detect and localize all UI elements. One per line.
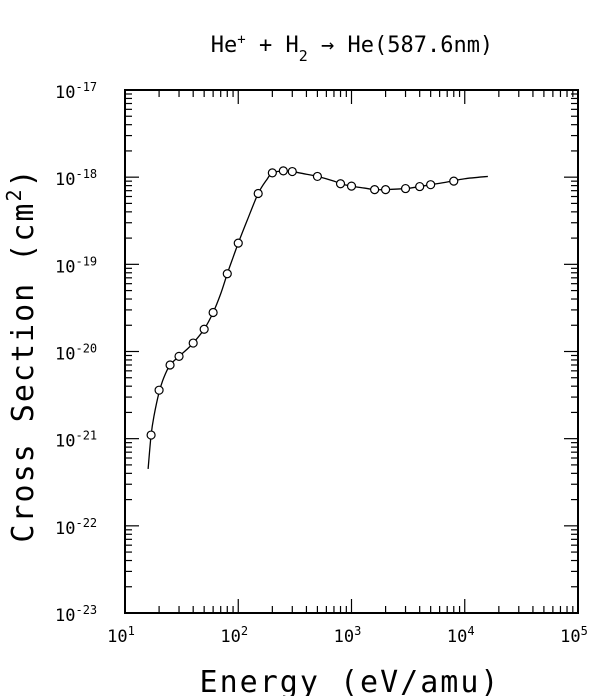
title-suffix: → He(587.6nm) — [308, 33, 493, 58]
data-point — [346, 181, 357, 191]
data-point — [415, 181, 425, 192]
data-point — [267, 168, 277, 178]
y-tick-label: 10-22 — [55, 516, 97, 539]
y-label-main: Cross Section (cm — [6, 202, 41, 543]
x-tick-labels: 101 102 103 104 105 — [107, 624, 588, 647]
data-point — [370, 185, 380, 195]
axis-ticks — [124, 90, 578, 614]
data-point — [312, 171, 323, 182]
title-middle: + H — [246, 33, 299, 58]
data-point — [233, 238, 243, 248]
x-axis-label: Energy (eV/amu) — [200, 665, 501, 696]
y-tick-label: 10-19 — [55, 254, 97, 277]
y-tick-label: 10-20 — [55, 342, 97, 365]
y-axis-label: Cross Section (cm2) — [2, 167, 41, 542]
data-point — [174, 351, 184, 361]
title-prefix: He — [211, 33, 238, 58]
data-point — [199, 324, 209, 334]
fit-curve — [147, 170, 488, 469]
data-point — [400, 183, 411, 194]
x-tick-label: 105 — [560, 624, 588, 647]
x-tick-label: 102 — [220, 624, 248, 647]
y-tick-labels: 10-23 10-22 10-21 10-20 10-19 10-18 10-17 — [55, 80, 97, 626]
x-tick-label: 104 — [447, 624, 475, 647]
data-point — [154, 385, 164, 395]
data-point — [287, 166, 297, 177]
y-tick-label: 10-17 — [55, 80, 97, 103]
data-point — [380, 185, 391, 195]
data-point — [449, 176, 459, 186]
y-tick-label: 10-18 — [55, 167, 97, 190]
data-point — [426, 180, 436, 190]
title-ion-charge: + — [237, 32, 245, 48]
data-point — [222, 269, 232, 279]
plot-frame — [124, 89, 579, 614]
data-point — [146, 430, 156, 440]
y-tick-label: 10-23 — [55, 603, 97, 626]
y-tick-label: 10-21 — [55, 429, 97, 452]
x-tick-label: 103 — [334, 624, 362, 647]
data-point — [165, 360, 175, 370]
x-tick-label: 101 — [107, 624, 135, 647]
y-label-exponent: 2 — [2, 187, 26, 201]
data-point — [188, 338, 198, 348]
data-point — [253, 188, 263, 199]
chart-title: He+ + H2 → He(587.6nm) — [211, 32, 493, 65]
y-label-end: ) — [6, 167, 41, 187]
data-point — [278, 166, 288, 176]
data-point — [335, 179, 346, 189]
data-points — [146, 166, 459, 440]
data-point — [208, 307, 218, 318]
title-subscript: 2 — [299, 47, 308, 65]
